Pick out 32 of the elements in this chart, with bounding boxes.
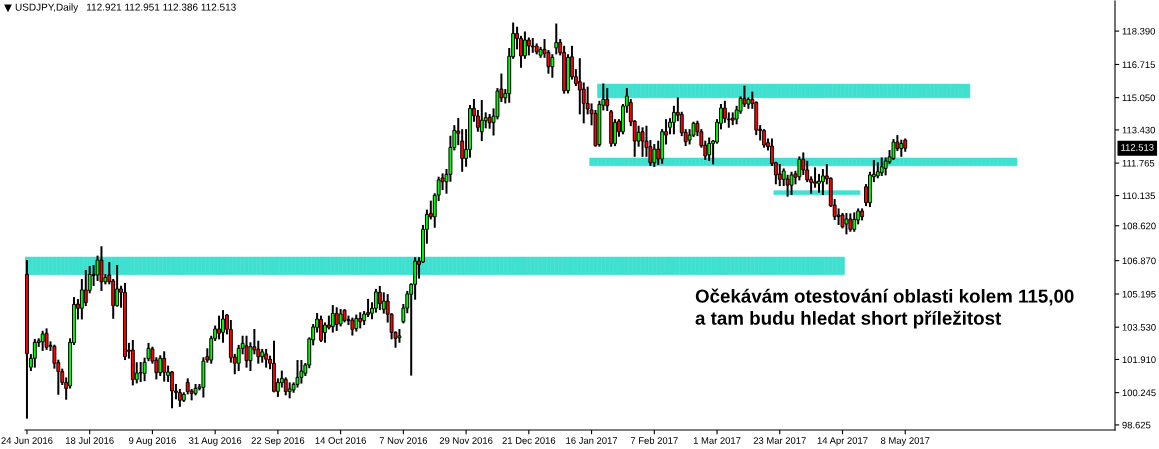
y-tick-label: 106.870 [1122,257,1156,265]
x-tick-label: 8 May 2017 [880,437,930,446]
x-tick-label: 7 Feb 2017 [630,436,678,444]
x-tick-label: 14 Oct 2016 [315,437,366,444]
x-tick-label: 31 Aug 2016 [189,437,242,446]
y-tick-label: 116.715 [1122,61,1155,68]
y-tick-label: 115.050 [1122,94,1156,102]
x-tick-label: 16 Jan 2017 [566,437,618,444]
chart-subtitle: 112.921 112.951 112.386 112.513 [87,3,236,11]
x-tick-label: 7 Nov 2016 [379,437,428,444]
chart-title: USDJPY,Daily [15,3,79,13]
text: 112.513 [1121,144,1154,151]
x-tick-label: 22 Sep 2016 [251,437,305,446]
y-tick-label: 101.910 [1122,356,1156,363]
y-tick-label: 103.530 [1122,324,1156,331]
y-tick-label: 108.620 [1122,222,1156,230]
y-tick-label: 118.390 [1122,27,1156,35]
x-tick-label: 1 Mar 2017 [693,437,741,444]
x-tick-label: 24 Jun 2016 [1,437,53,444]
y-tick-label: 113.430 [1122,126,1156,134]
x-tick-label: 18 Jul 2016 [66,436,114,444]
y-tick-label: 110.135 [1122,192,1155,200]
y-tick-label: 100.245 [1122,389,1156,397]
y-tick-label: 111.765 [1122,159,1155,167]
annotation: Očekávám otestování oblasti kolem 115,00 a tam budu hledat short příležitost [695,288,1074,329]
x-tick-label: 29 Nov 2016 [439,437,493,444]
x-tick-label: 23 Mar 2017 [753,437,806,444]
x-tick-label: 9 Aug 2016 [128,437,176,446]
x-tick-label: 21 Dec 2016 [502,437,556,444]
y-tick-label: 105.195 [1122,290,1156,298]
y-tick-label: 98.625 [1122,421,1151,429]
x-tick-label: 14 Apr 2017 [817,437,868,446]
